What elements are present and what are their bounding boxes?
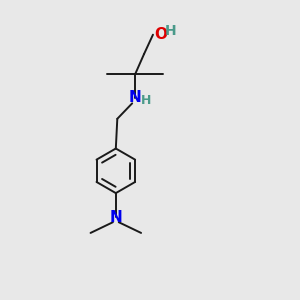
Text: N: N (128, 91, 141, 106)
Text: N: N (110, 210, 122, 225)
Text: H: H (141, 94, 152, 107)
Text: H: H (164, 24, 176, 38)
Text: O: O (154, 27, 167, 42)
